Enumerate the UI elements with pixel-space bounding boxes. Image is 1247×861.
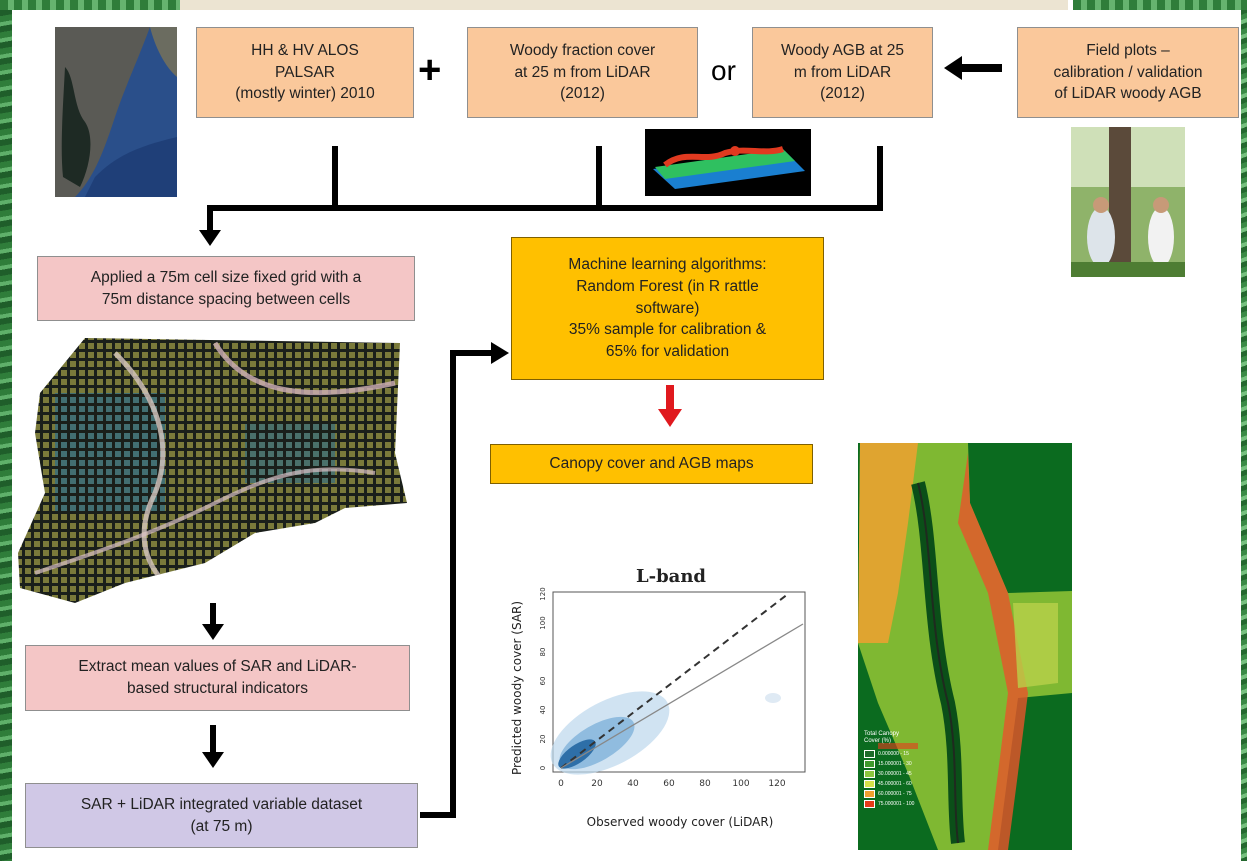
field-photo — [1071, 127, 1185, 277]
legend-entry: 75.000001 - 100 — [864, 799, 944, 809]
map-legend-entries: 0.000000 - 15 15.000001 - 30 30.000001 - 4… — [864, 749, 944, 809]
legend-swatch — [864, 760, 875, 769]
map-legend-title: Total Canopy Cover (%) — [864, 731, 900, 745]
legend-label: 75.000001 - 100 — [878, 801, 915, 808]
canopy-cover-map — [858, 443, 1072, 850]
satellite-image — [55, 27, 177, 197]
y-tick-label: 40 — [539, 706, 547, 715]
ml-connector-h — [450, 350, 494, 356]
woody-fraction-box: Woody fraction cover at 25 m from LiDAR … — [467, 27, 698, 118]
plus-symbol: + — [418, 48, 442, 92]
y-tick-label: 20 — [539, 735, 547, 744]
top-right-foliage — [1073, 0, 1247, 10]
woody-fraction-connector — [596, 146, 602, 210]
grid-to-extract-arrowhead — [202, 624, 224, 640]
grid-box: Applied a 75m cell size fixed grid with … — [37, 256, 415, 321]
scatter-ylabel: Predicted woody cover (SAR) — [510, 601, 524, 775]
y-tick-label: 100 — [539, 616, 547, 629]
legend-entry: 45.000001 - 60 — [864, 779, 944, 789]
left-foliage-border — [0, 0, 12, 861]
extract-box: Extract mean values of SAR and LiDAR- ba… — [25, 645, 410, 711]
x-tick-label: 60 — [663, 779, 675, 789]
y-tick-label: 80 — [539, 648, 547, 657]
extract-to-dataset-line — [210, 725, 216, 755]
legend-label: 45.000001 - 60 — [878, 781, 912, 788]
extract-to-dataset-arrowhead — [202, 752, 224, 768]
legend-label: 30.000001 - 45 — [878, 771, 912, 778]
legend-swatch — [864, 780, 875, 789]
legend-label: 15.000001 - 30 — [878, 761, 912, 768]
scatter-title: L-band — [636, 566, 706, 587]
red-down-arrow — [658, 385, 682, 427]
merge-down-line — [207, 205, 213, 233]
legend-entry: 60.000001 - 75 — [864, 789, 944, 799]
field-plots-box: Field plots – calibration / validation o… — [1017, 27, 1239, 118]
dataset-connector-h — [420, 812, 456, 818]
palsar-box: HH & HV ALOS PALSAR (mostly winter) 2010 — [196, 27, 414, 118]
regression-line — [560, 623, 804, 769]
dataset-connector-v — [450, 350, 456, 818]
scatter-chart: L-band 0 20 40 60 80 100 120 0 20 40 60 80 100 120 O… — [510, 566, 806, 829]
top-strip — [180, 0, 1068, 10]
scatter-xlabel: Observed woody cover (LiDAR) — [587, 815, 774, 829]
palsar-connector — [332, 146, 338, 210]
field-to-agb-arrow — [944, 56, 1002, 80]
or-text: or — [711, 55, 736, 86]
merge-bar — [207, 205, 883, 211]
ml-box: Machine learning algorithms: Random Fore… — [511, 237, 824, 380]
woody-agb-connector — [877, 146, 883, 210]
legend-entry: 0.000000 - 15 — [864, 749, 944, 759]
dataset-box: SAR + LiDAR integrated variable dataset … — [25, 783, 418, 848]
legend-swatch — [864, 770, 875, 779]
canopy-maps-box: Canopy cover and AGB maps — [490, 444, 813, 484]
x-tick-label: 40 — [627, 779, 639, 789]
right-foliage-border — [1241, 0, 1247, 861]
scatter-density-outlier — [765, 693, 781, 703]
grid-to-extract-line — [210, 603, 216, 627]
legend-swatch — [864, 790, 875, 799]
legend-swatch — [864, 800, 875, 809]
legend-swatch — [864, 750, 875, 759]
y-tick-label: 0 — [539, 766, 547, 770]
y-tick-labels: 0 20 40 60 80 100 120 — [539, 587, 547, 770]
woody-agb-box: Woody AGB at 25 m from LiDAR (2012) — [752, 27, 933, 118]
x-tick-labels: 0 20 40 60 80 100 120 — [558, 779, 786, 789]
scatter-density-core — [558, 739, 596, 769]
y-tick-label: 120 — [539, 587, 547, 600]
legend-entry: 15.000001 - 30 — [864, 759, 944, 769]
x-tick-label: 80 — [699, 779, 711, 789]
merge-arrowhead — [199, 230, 221, 246]
map-legend: Total Canopy Cover (%) 0.000000 - 15 15.0… — [864, 731, 944, 809]
x-tick-label: 20 — [591, 779, 603, 789]
y-tick-label: 60 — [539, 677, 547, 686]
x-tick-label: 100 — [732, 779, 749, 789]
ml-arrowhead — [491, 342, 509, 364]
lidar-3d-image — [645, 129, 811, 196]
legend-label: 60.000001 - 75 — [878, 791, 912, 798]
x-tick-label: 120 — [768, 779, 785, 789]
top-left-foliage — [0, 0, 180, 10]
legend-label: 0.000000 - 15 — [878, 751, 909, 758]
grid-map — [18, 338, 407, 603]
x-tick-label: 0 — [558, 779, 564, 789]
legend-entry: 30.000001 - 45 — [864, 769, 944, 779]
